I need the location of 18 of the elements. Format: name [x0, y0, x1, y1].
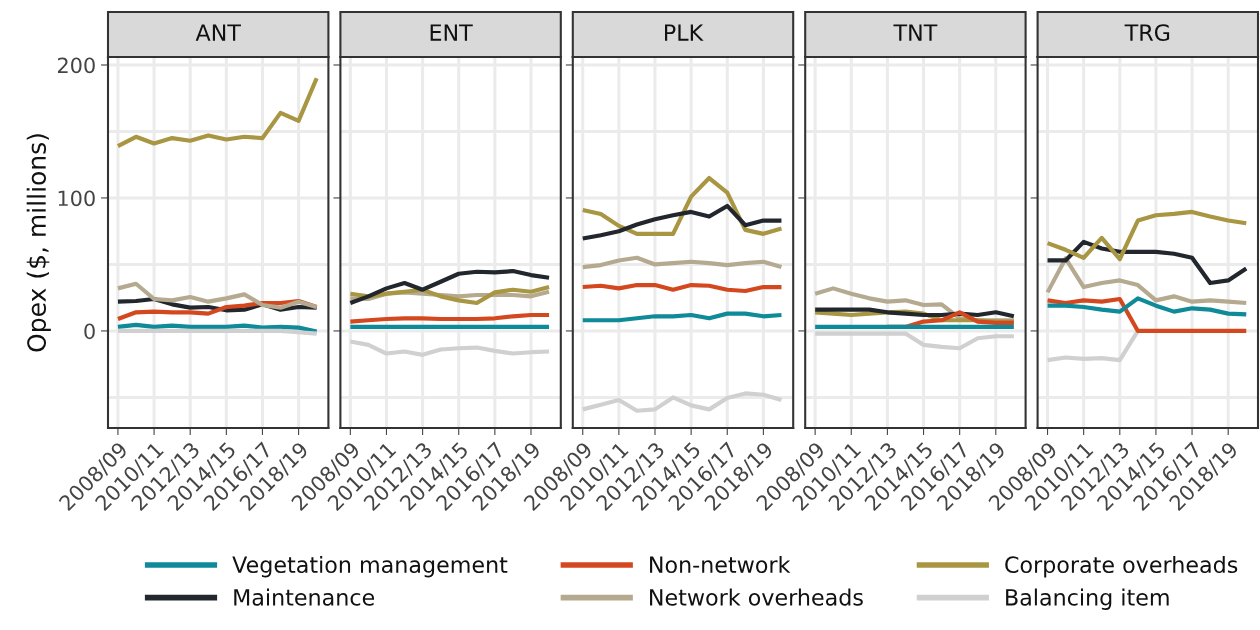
chart-title: ENT	[430, 24, 473, 41]
chart-title: TNT	[893, 24, 938, 41]
y-tick-label: 100	[58, 190, 95, 207]
chart-title: PLK	[665, 24, 704, 41]
chart-title: ANT	[195, 24, 241, 41]
legend-label: Non-network	[650, 555, 791, 574]
legend-label: Vegetation management	[232, 555, 508, 578]
line-series	[115, 322, 319, 334]
legend-label: Balancing item	[1006, 588, 1169, 610]
line-series	[115, 281, 319, 310]
chart-title: TRG	[1124, 24, 1170, 41]
y-axis-title: Opex ($, millions)	[26, 134, 51, 352]
line-series	[115, 76, 319, 149]
legend-label: Corporate overheads	[1005, 555, 1238, 578]
y-tick-label: 200	[57, 57, 95, 74]
y-tick-label: 0	[84, 323, 95, 340]
legend-label: Maintenance	[234, 588, 375, 606]
legend-label: Network overheads	[650, 588, 863, 606]
